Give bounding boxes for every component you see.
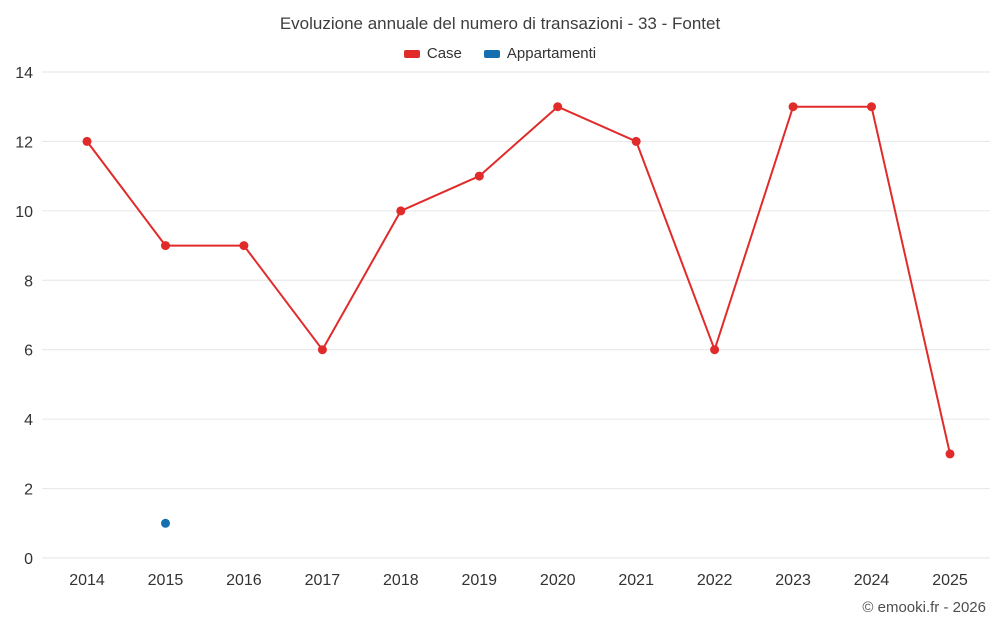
chart-legend: Case Appartamenti [0,45,1000,62]
x-tick-label: 2023 [775,572,811,589]
data-point-appartamenti[interactable] [161,518,170,528]
data-point-case[interactable] [239,241,249,251]
series-line-case [86,105,951,455]
y-tick-label: 10 [15,204,33,221]
y-tick-label: 0 [24,551,33,568]
data-point-case[interactable] [631,136,641,146]
x-tick-label: 2014 [69,572,105,589]
x-tick-label: 2024 [854,572,890,589]
x-tick-label: 2017 [305,572,341,589]
footer-credit: © emooki.fr - 2026 [862,599,986,616]
x-tick-label: 2021 [618,572,654,589]
data-point-case[interactable] [945,449,955,459]
data-point-case[interactable] [788,102,798,112]
y-tick-label: 8 [24,273,33,290]
data-point-case[interactable] [553,102,563,112]
data-point-case[interactable] [710,345,720,355]
x-tick-label: 2016 [226,572,262,589]
x-tick-label: 2022 [697,572,733,589]
chart-title: Evoluzione annuale del numero di transaz… [279,14,721,33]
y-tick-label: 12 [15,134,33,151]
y-tick-label: 14 [15,65,33,82]
y-tick-label: 6 [24,343,33,360]
y-tick-label: 2 [24,482,33,499]
x-tick-label: 2019 [461,572,497,589]
data-point-case[interactable] [82,136,92,146]
legend-label-case: Case [426,45,462,62]
data-point-case[interactable] [161,241,170,251]
x-tick-label: 2015 [148,572,184,589]
legend-label-appartamenti: Appartamenti [506,45,597,62]
legend-item-appartamenti[interactable]: Appartamenti [483,45,597,62]
legend-marker-case-icon [403,49,420,58]
data-point-case[interactable] [474,171,484,181]
x-tick-label: 2020 [540,572,576,589]
y-tick-label: 4 [24,412,33,429]
data-point-case[interactable] [317,345,327,355]
data-point-case[interactable] [396,206,406,216]
data-point-case[interactable] [867,102,876,112]
x-tick-label: 2025 [932,572,968,589]
legend-marker-appartamenti-icon [483,49,500,58]
legend-item-case[interactable]: Case [403,45,462,62]
x-tick-label: 2018 [383,572,419,589]
